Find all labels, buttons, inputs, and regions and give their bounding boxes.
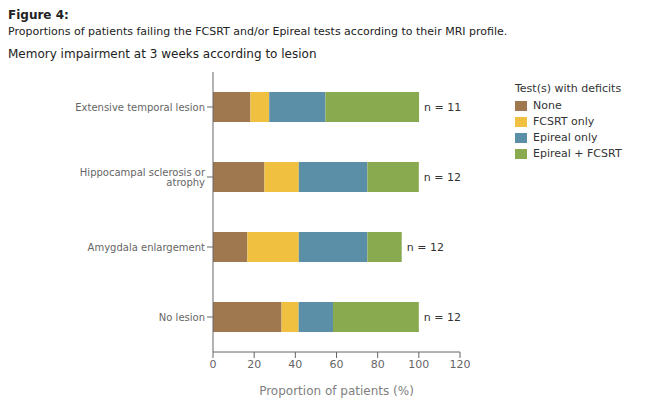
html-text:FCSRT only: FCSRT only [533,115,595,128]
svg-text:40: 40 [288,358,302,371]
html-text:None: None [533,99,562,112]
svg-text:60: 60 [330,358,344,371]
svg-text:No lesion: No lesion [159,312,205,323]
svg-text:n = 12: n = 12 [424,171,461,184]
html-text:Epireal + FCSRT: Epireal + FCSRT [533,147,622,160]
svg-text:Hippocampal sclerosis oratroph: Hippocampal sclerosis oratrophy [80,167,206,188]
svg-text:n = 12: n = 12 [407,241,444,254]
svg-text:n = 11: n = 11 [424,101,461,114]
html-text:Figure 4:: Figure 4: [8,8,69,22]
html-text:Epireal only: Epireal only [533,131,598,144]
svg-text:100: 100 [408,358,429,371]
svg-text:0: 0 [210,358,217,371]
svg-text:Amygdala enlargement: Amygdala enlargement [88,242,205,253]
html-text:Memory impairment at 3 weeks a: Memory impairment at 3 weeks according t… [8,47,317,61]
svg-text:Proportion of patients (%): Proportion of patients (%) [259,384,414,398]
svg-text:80: 80 [371,358,385,371]
html-text:Test(s) with deficits: Test(s) with deficits [515,82,622,95]
svg-text:Extensive temporal lesion: Extensive temporal lesion [75,102,205,113]
svg-text:n = 12: n = 12 [424,311,461,324]
svg-text:120: 120 [450,358,471,371]
html-text:Proportions of patients failin: Proportions of patients failing the FCSR… [8,25,508,38]
svg-text:20: 20 [247,358,261,371]
